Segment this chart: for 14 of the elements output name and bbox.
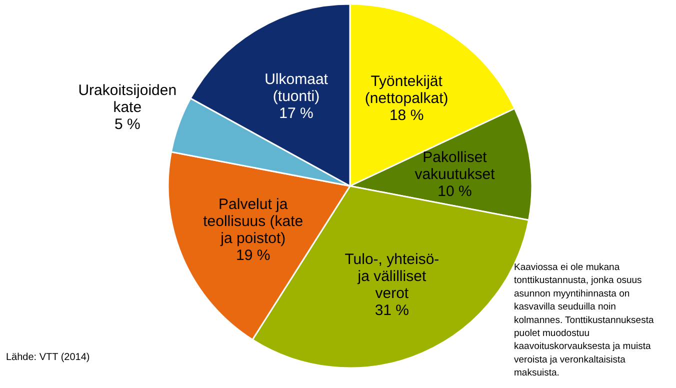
data-label: 19 % (236, 246, 270, 264)
slice-label: Tulo-, yhteisö- ja välilliset verot (344, 250, 440, 302)
slice-label: Palvelut ja teollisuus (kate ja poistot) (203, 196, 304, 247)
data-label: 31 % (374, 302, 410, 319)
data-label: 17 % (279, 105, 314, 122)
data-label: 18 % (389, 106, 424, 124)
slice-label: Työntekijät (nettopalkat) (364, 72, 448, 107)
slice-label: Ulkomaat (tuonti) (264, 71, 329, 106)
text: Lähde: VTT (2014) (6, 352, 90, 363)
slice-label: Pakolliset vakuutukset (414, 148, 496, 183)
text: Kaaviossa ei ole mukana tonttikustannusta, jonka osuus asunnon myyntihinnasta on kasvavilla seuduilla noin kolmannes. Tonttikustannuksesta puolet muodostuu kaavoituskorvauksesta ja muista veroista ja veronkaltaisista maksuista. (514, 262, 654, 379)
slice-label: Urakoitsijoiden kate (78, 82, 177, 116)
data-label: 5 % (114, 116, 140, 133)
data-label: 10 % (438, 182, 472, 200)
